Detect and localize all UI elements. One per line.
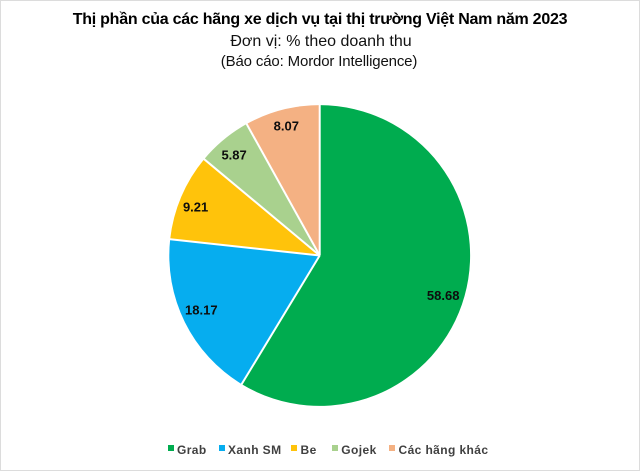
svg-text:9.21: 9.21 bbox=[183, 200, 208, 215]
svg-text:5.87: 5.87 bbox=[221, 148, 246, 163]
svg-text:8.07: 8.07 bbox=[274, 119, 299, 134]
svg-text:18.17: 18.17 bbox=[185, 303, 218, 318]
svg-text:58.68: 58.68 bbox=[427, 288, 460, 303]
